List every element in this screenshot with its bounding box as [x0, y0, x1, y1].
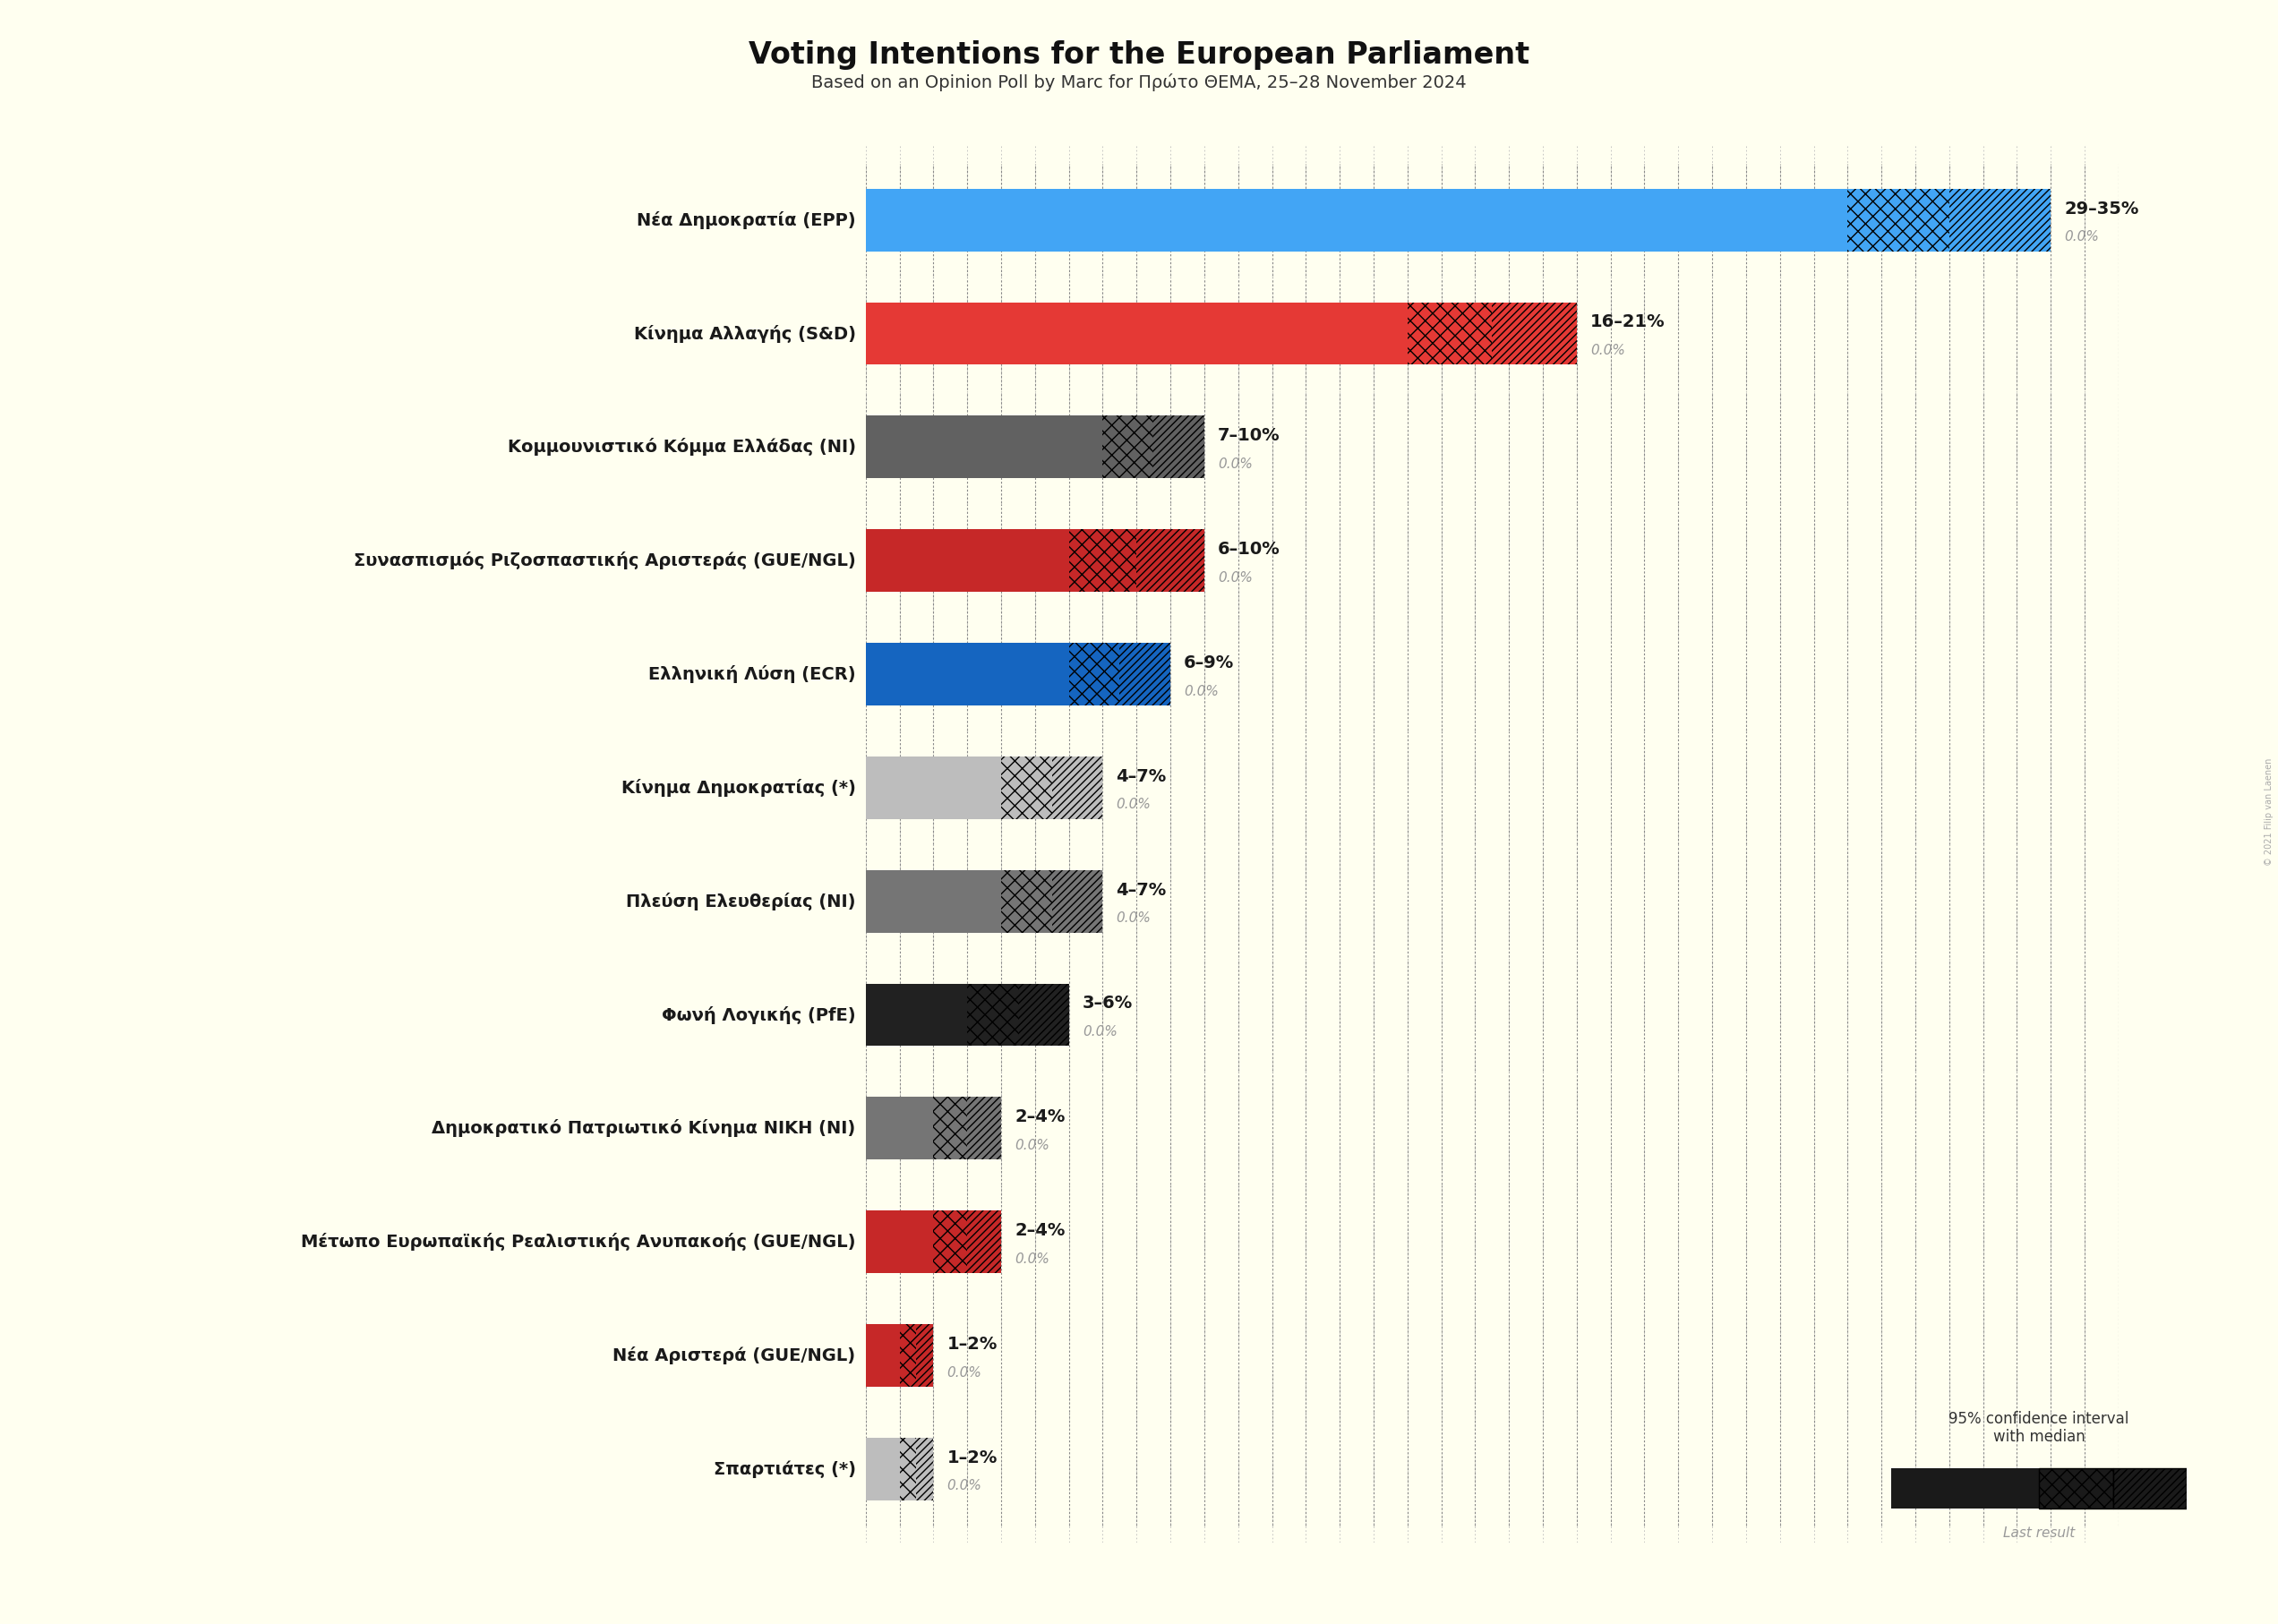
Bar — [1000, 870, 1052, 932]
Text: 0.0%: 0.0% — [1014, 1138, 1050, 1151]
Text: 6–10%: 6–10% — [1219, 541, 1280, 557]
Text: 0.0%: 0.0% — [1219, 572, 1253, 585]
Text: 0.0%: 0.0% — [1116, 797, 1150, 812]
Bar — [866, 1324, 900, 1387]
Bar — [866, 757, 1000, 818]
Bar — [1018, 984, 1068, 1046]
Bar — [916, 1437, 934, 1501]
Text: 3–6%: 3–6% — [1082, 996, 1132, 1012]
Text: Based on an Opinion Poll by Marc for Πρώτο ΘΕΜΑ, 25–28 November 2024: Based on an Opinion Poll by Marc for Πρώ… — [811, 73, 1467, 91]
Bar — [1950, 188, 2050, 252]
Bar — [866, 643, 1068, 705]
Text: Μέτωπο Ευρωπαϊκής Ρεαλιστικής Ανυπακοής (GUE/NGL): Μέτωπο Ευρωπαϊκής Ρεαλιστικής Ανυπακοής … — [301, 1233, 857, 1250]
Text: 2–4%: 2–4% — [1014, 1221, 1066, 1239]
Text: Νέα Δημοκρατία (EPP): Νέα Δημοκρατία (EPP) — [636, 211, 857, 229]
Text: Κομμουνιστικό Κόμμα Ελλάδας (NI): Κομμουνιστικό Κόμμα Ελλάδας (NI) — [508, 438, 857, 456]
Bar — [1492, 302, 1576, 365]
Bar — [2039, 1468, 2114, 1509]
Text: Δημοκρατικό Πατριωτικό Κίνημα ΝΙΚΗ (NI): Δημοκρατικό Πατριωτικό Κίνημα ΝΙΚΗ (NI) — [433, 1119, 857, 1137]
Text: Πλεύση Ελευθερίας (NI): Πλεύση Ελευθερίας (NI) — [626, 892, 857, 909]
Text: Voting Intentions for the European Parliament: Voting Intentions for the European Parli… — [749, 41, 1529, 70]
Bar — [866, 1210, 934, 1273]
Bar — [1153, 416, 1205, 479]
Bar — [866, 302, 1408, 365]
Bar — [866, 529, 1068, 591]
Text: Σπαρτιάτες (*): Σπαρτιάτες (*) — [713, 1460, 857, 1478]
Bar — [900, 1437, 916, 1501]
Bar — [1000, 757, 1052, 818]
Bar — [1052, 870, 1103, 932]
Bar — [866, 1437, 900, 1501]
Bar — [934, 1098, 968, 1160]
Text: Κίνημα Αλλαγής (S&D): Κίνημα Αλλαγής (S&D) — [633, 325, 857, 343]
Text: 4–7%: 4–7% — [1116, 882, 1166, 898]
Text: Φωνή Λογικής (PfE): Φωνή Λογικής (PfE) — [661, 1005, 857, 1023]
Text: 1–2%: 1–2% — [948, 1449, 998, 1466]
Bar — [1847, 188, 1950, 252]
Text: 0.0%: 0.0% — [1116, 911, 1150, 926]
Bar — [968, 1098, 1000, 1160]
Bar — [866, 416, 1103, 479]
Text: 0.0%: 0.0% — [1014, 1252, 1050, 1265]
Bar — [2114, 1468, 2187, 1509]
Text: 95% confidence interval
with median: 95% confidence interval with median — [1948, 1411, 2130, 1445]
Text: 0.0%: 0.0% — [1082, 1025, 1116, 1039]
Text: 16–21%: 16–21% — [1590, 313, 1665, 331]
Text: 0.0%: 0.0% — [1219, 458, 1253, 471]
Text: Ελληνική Λύση (ECR): Ελληνική Λύση (ECR) — [649, 666, 857, 684]
Text: Συνασπισμός Ριζοσπαστικής Αριστεράς (GUE/NGL): Συνασπισμός Ριζοσπαστικής Αριστεράς (GUE… — [353, 552, 857, 570]
Text: 0.0%: 0.0% — [948, 1479, 982, 1492]
Bar — [866, 188, 1847, 252]
Bar — [1137, 529, 1205, 591]
Text: © 2021 Filip van Laenen: © 2021 Filip van Laenen — [2264, 758, 2273, 866]
Text: Last result: Last result — [2002, 1527, 2075, 1540]
Bar — [1068, 529, 1137, 591]
Text: 0.0%: 0.0% — [2064, 231, 2098, 244]
Text: 2–4%: 2–4% — [1014, 1109, 1066, 1125]
Text: Νέα Αριστερά (GUE/NGL): Νέα Αριστερά (GUE/NGL) — [613, 1346, 857, 1364]
Text: 4–7%: 4–7% — [1116, 768, 1166, 784]
Text: 1–2%: 1–2% — [948, 1335, 998, 1353]
Bar — [866, 984, 968, 1046]
Bar — [934, 1210, 968, 1273]
Text: 0.0%: 0.0% — [1185, 684, 1219, 698]
Text: Κίνημα Δημοκρατίας (*): Κίνημα Δημοκρατίας (*) — [622, 780, 857, 797]
Bar — [1891, 1468, 2039, 1509]
Text: 29–35%: 29–35% — [2064, 200, 2139, 218]
Bar — [1052, 757, 1103, 818]
Text: 0.0%: 0.0% — [948, 1366, 982, 1379]
Bar — [900, 1324, 916, 1387]
Bar — [866, 1098, 934, 1160]
Bar — [1118, 643, 1171, 705]
Bar — [916, 1324, 934, 1387]
Bar — [968, 984, 1018, 1046]
Bar — [1068, 643, 1118, 705]
Bar — [1103, 416, 1153, 479]
Bar — [968, 1210, 1000, 1273]
Text: 0.0%: 0.0% — [1590, 344, 1624, 357]
Bar — [866, 870, 1000, 932]
Text: 6–9%: 6–9% — [1185, 654, 1235, 671]
Bar — [1408, 302, 1492, 365]
Text: 7–10%: 7–10% — [1219, 427, 1280, 445]
